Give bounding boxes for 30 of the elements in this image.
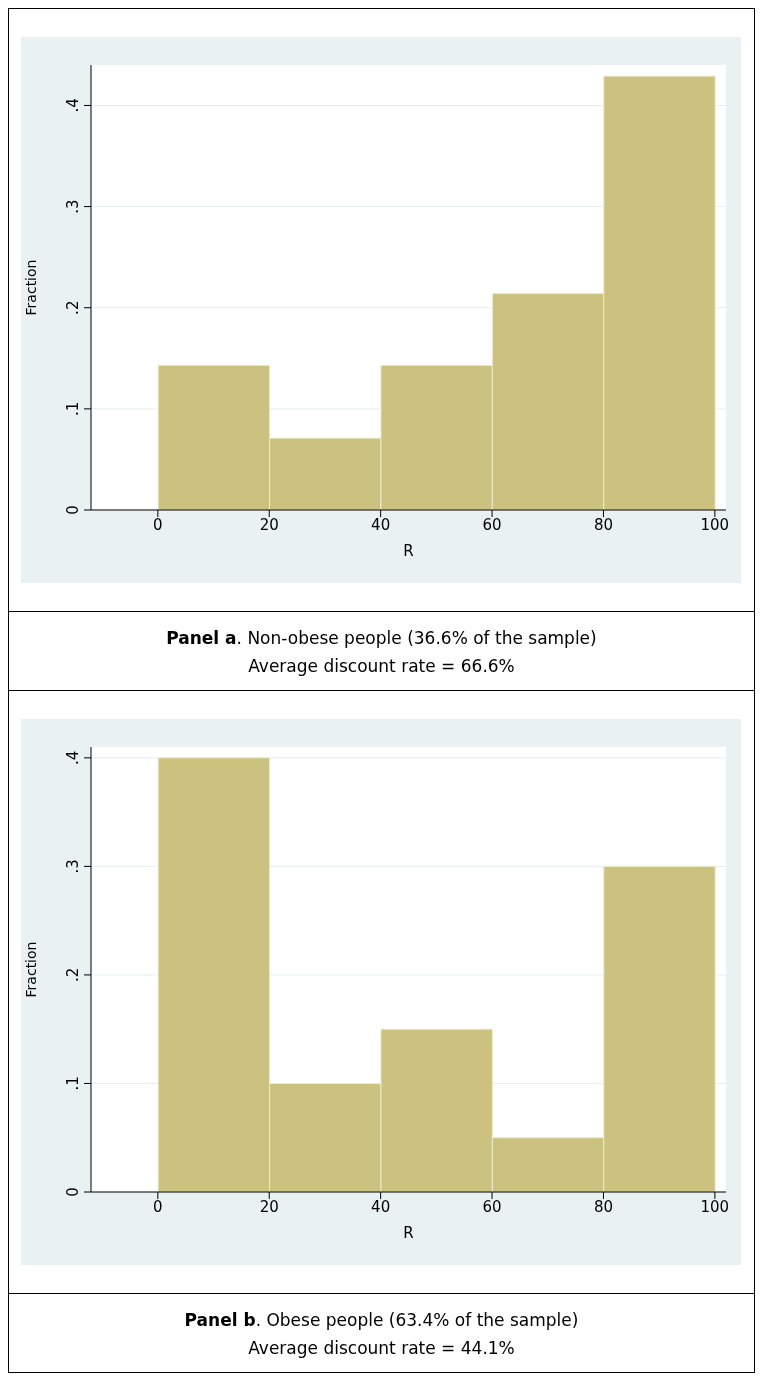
- y-tick-label: .4: [64, 750, 82, 766]
- y-axis-title: Fraction: [22, 941, 39, 998]
- y-tick-label: .4: [64, 98, 82, 113]
- text: Panel a. Non-obese people (36.6% of the sample): [165, 627, 598, 650]
- x-tick-label: 80: [593, 515, 613, 534]
- x-tick-label: 100: [700, 515, 730, 534]
- y-tick-label: 0: [64, 1187, 82, 1197]
- text: Panel b. Obese people (63.4% of the sample): [183, 1309, 580, 1332]
- y-tick-label: .3: [64, 199, 82, 214]
- x-tick-label: 0: [153, 1197, 163, 1216]
- y-tick-label: 0: [64, 505, 82, 515]
- x-tick-label: 40: [371, 1197, 391, 1216]
- y-tick-label: .1: [64, 401, 82, 417]
- y-axis-title: Fraction: [22, 259, 39, 316]
- text: Average discount rate = 44.1%: [247, 1337, 516, 1360]
- y-tick-label: .2: [64, 300, 82, 315]
- y-tick-label: .2: [64, 967, 82, 983]
- x-tick-label: 80: [593, 1197, 613, 1216]
- x-tick-label: 20: [259, 515, 279, 534]
- x-tick-label: 20: [259, 1197, 279, 1216]
- y-tick-label: .3: [64, 859, 82, 874]
- x-axis-title: R: [403, 1224, 414, 1242]
- x-tick-label: 0: [153, 515, 163, 534]
- y-tick-label: .1: [64, 1076, 82, 1091]
- x-tick-label: 60: [482, 1197, 502, 1216]
- x-tick-label: 100: [700, 1197, 730, 1216]
- x-tick-label: 60: [482, 515, 502, 534]
- text: Average discount rate = 66.6%: [247, 655, 516, 678]
- x-tick-label: 40: [371, 515, 391, 534]
- x-axis-title: R: [403, 542, 414, 560]
